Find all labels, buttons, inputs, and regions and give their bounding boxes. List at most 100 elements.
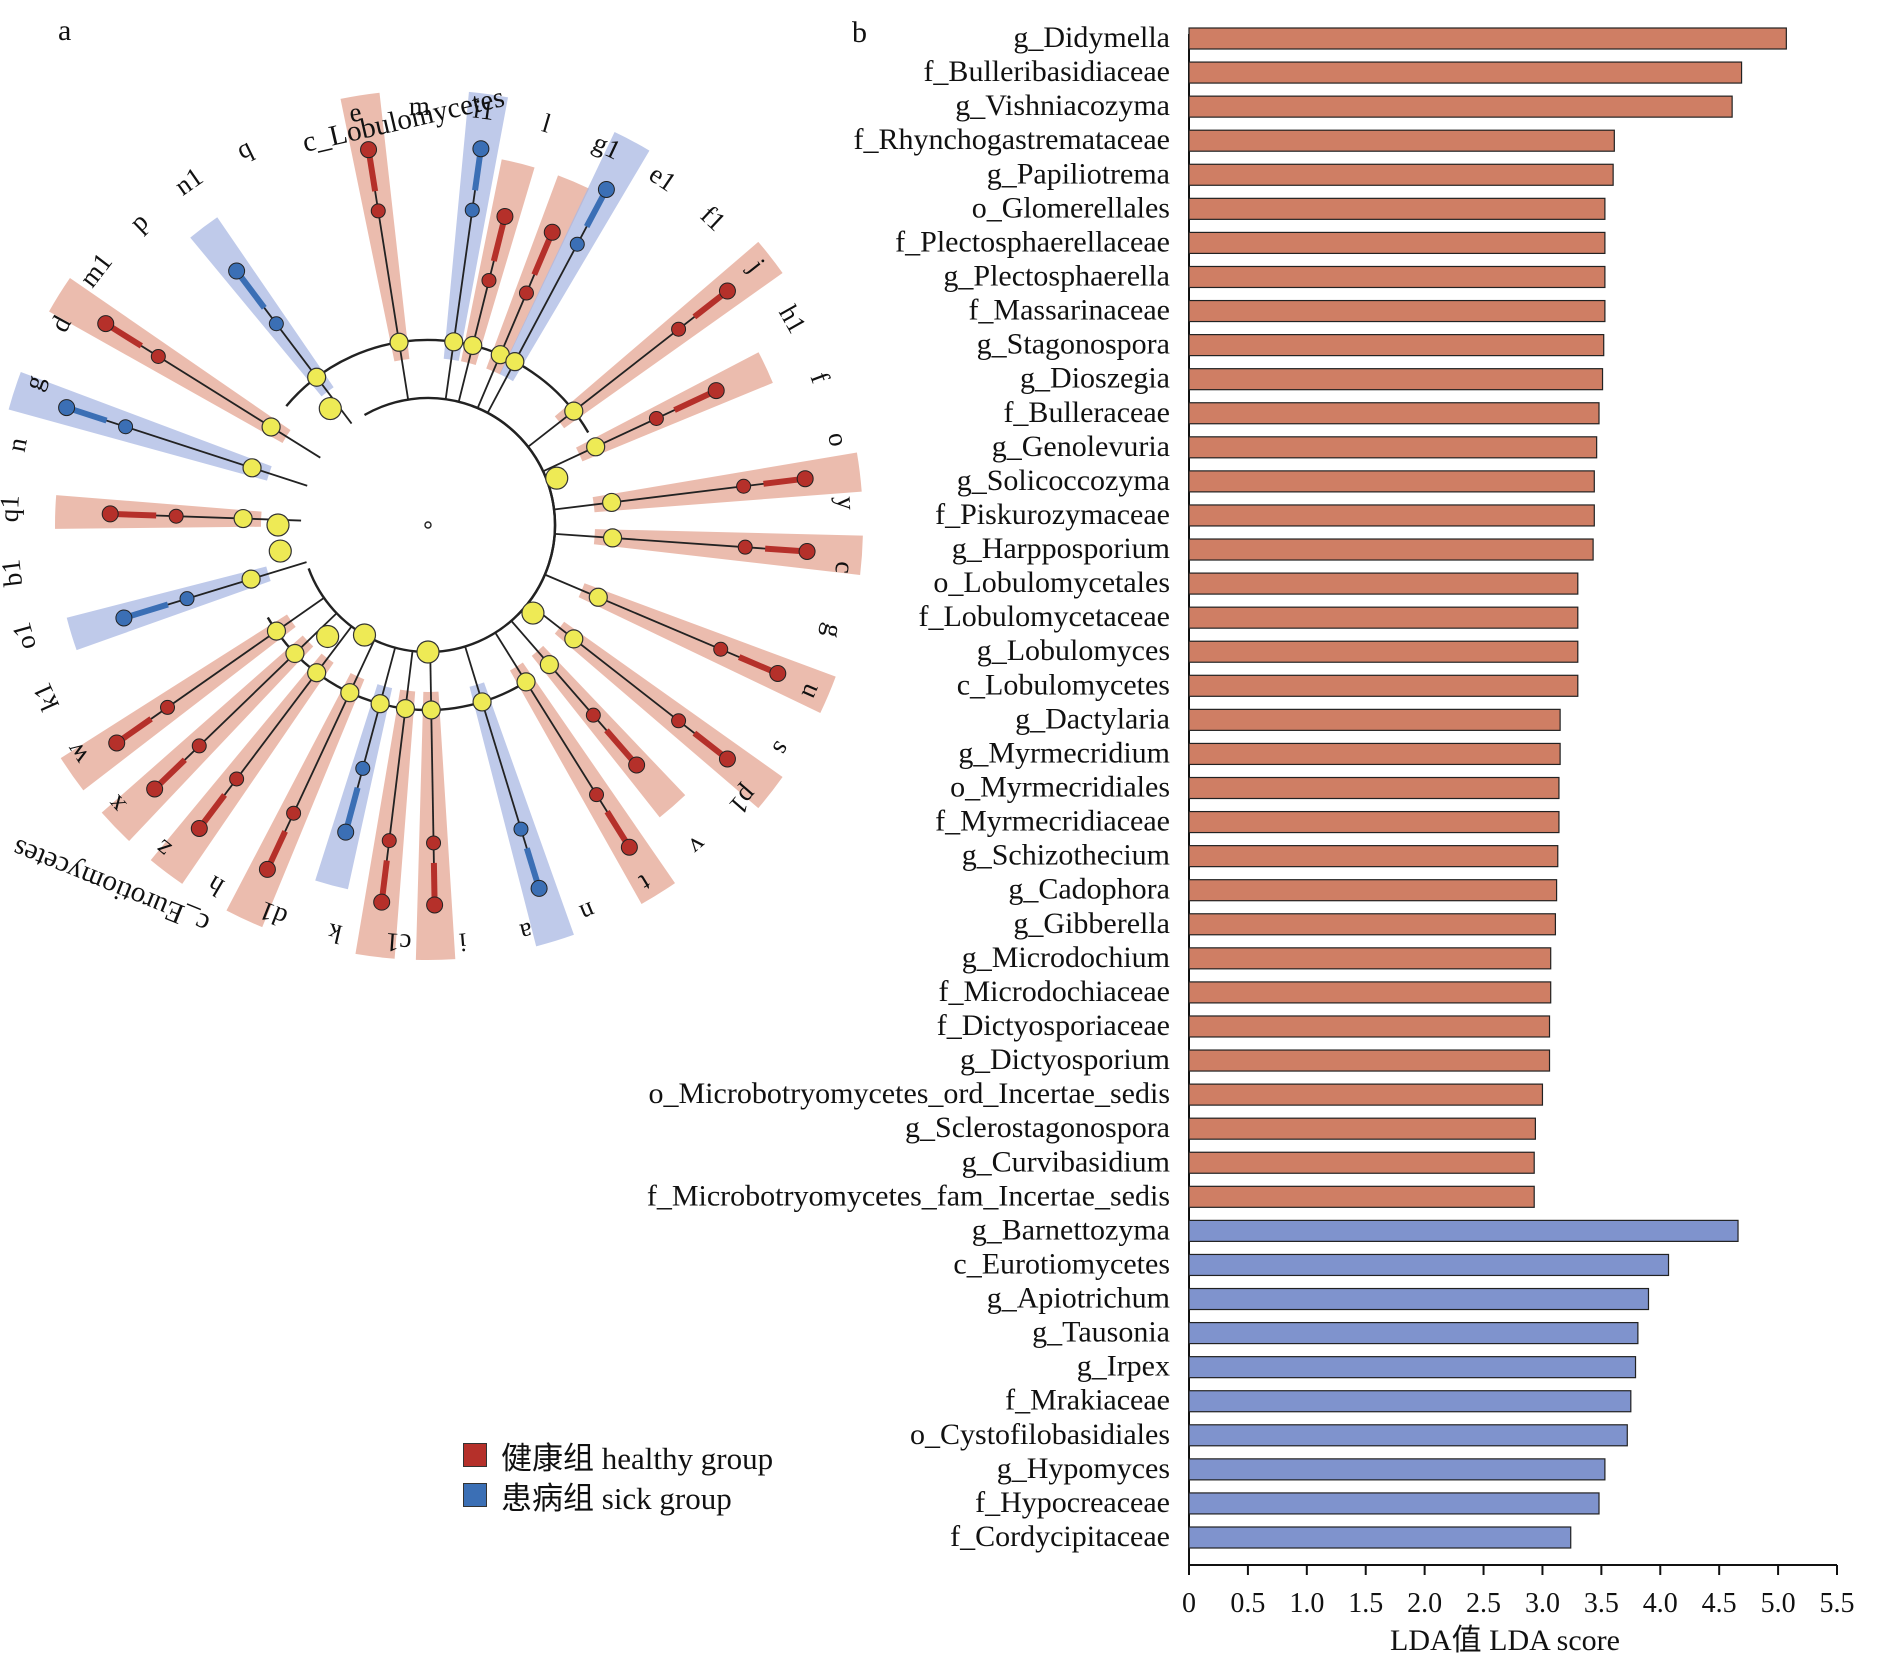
tree-node-healthy (101, 505, 119, 523)
clade-edge (553, 477, 806, 511)
tree-node (545, 466, 569, 490)
tree-node-healthy (718, 282, 736, 300)
chart-category-labels: g_Didymellaf_Bulleribasidiaceaeg_Vishnia… (647, 21, 1170, 1553)
bar-category-label: g_Vishniacozyma (955, 89, 1170, 122)
x-tick-label: 1.0 (1289, 1588, 1324, 1619)
lda-bar-chart: g_Didymellaf_Bulleribasidiaceaeg_Vishnia… (647, 21, 1855, 1657)
tree-node (316, 624, 340, 649)
tree-node-sick (58, 399, 76, 417)
bar (1188, 436, 1598, 459)
bar (1188, 913, 1557, 936)
tree-node-healthy (769, 664, 787, 682)
clade-letter: q (232, 132, 258, 165)
bar (1188, 197, 1606, 220)
clade-highlight (315, 684, 393, 890)
bar (1188, 231, 1606, 255)
tree-node-healthy (381, 833, 397, 849)
x-tick-label: 5.0 (1761, 1588, 1796, 1619)
tree-node-healthy (258, 860, 276, 878)
bar (1188, 129, 1615, 152)
tree-node (307, 663, 327, 683)
bar-category-label: g_Genolevuria (992, 430, 1170, 463)
clade-edge (494, 632, 631, 848)
bar-category-label: f_Mrakiaceae (1005, 1384, 1170, 1417)
tree-node (505, 352, 525, 372)
clade-highlight (461, 159, 535, 365)
bar-category-label: f_Plectosphaerellaceae (895, 225, 1170, 258)
bar (1188, 95, 1733, 118)
tree-node-sick (179, 591, 195, 607)
bar (1188, 1117, 1536, 1140)
tree-node-healthy (426, 835, 442, 851)
bar (1188, 1015, 1551, 1038)
tree-node (241, 569, 261, 589)
bar-category-label: o_Glomerellales (972, 191, 1170, 224)
tree-node-sick (337, 823, 355, 841)
clade-letter: b1 (0, 558, 28, 588)
tree-node (602, 492, 622, 513)
bar (1188, 1526, 1572, 1549)
bar (1188, 947, 1552, 970)
tree-node (261, 417, 281, 437)
panel-label-a: a (58, 14, 71, 47)
clade-letter: y (831, 496, 862, 512)
tree-node-healthy (713, 641, 729, 657)
bar (1188, 981, 1552, 1004)
tree-node-healthy (168, 508, 184, 524)
bar (1188, 879, 1558, 902)
bar (1188, 538, 1594, 561)
clade-highlight (592, 452, 862, 513)
bar (1188, 640, 1579, 663)
clade-letter: f1 (695, 200, 732, 237)
x-tick-label: 1.5 (1348, 1588, 1383, 1619)
bar (1188, 1390, 1632, 1413)
legend-label-healthy: 健康组 healthy group (501, 1440, 774, 1476)
clade-edge (154, 612, 338, 790)
bar-category-label: g_Sclerostagonospora (905, 1111, 1170, 1144)
bar (1188, 299, 1606, 323)
tree-node-healthy (160, 699, 176, 715)
tree-node-sick (530, 879, 548, 897)
clade-highlight (66, 566, 271, 651)
clade-edge (554, 532, 808, 553)
clade-letter: f (805, 368, 836, 387)
tree-node (463, 335, 483, 356)
clade-letter: i1 (471, 93, 496, 126)
bar (1188, 402, 1600, 425)
tree-node (586, 437, 606, 457)
clade-letter: l (539, 108, 555, 139)
bar-category-label: g_Plectosphaerella (943, 259, 1170, 292)
tree-node-healthy (108, 734, 126, 752)
clade-edge (380, 650, 414, 903)
tree-node-healthy (373, 893, 391, 911)
bar (1188, 1049, 1551, 1072)
bar-category-label: c_Eurotiomycetes (953, 1247, 1170, 1280)
bar-category-label: f_Myrmecridiaceae (935, 805, 1170, 838)
clade-letter: g (817, 621, 849, 642)
bar (1188, 1458, 1606, 1481)
clade-edge (464, 646, 540, 889)
bar (1188, 1424, 1628, 1447)
tree-node (539, 655, 559, 675)
tree-node (602, 528, 623, 548)
tree-node-healthy (190, 819, 208, 837)
tree-node-healthy (543, 223, 561, 241)
bar (1188, 1492, 1600, 1515)
bar-category-label: g_Stagonospora (977, 328, 1170, 361)
bar-category-label: g_Apiotrichum (987, 1282, 1170, 1315)
clade-letter: o (822, 430, 854, 449)
bar (1188, 572, 1579, 595)
tree-node-healthy (518, 285, 534, 301)
tree-node-sick (513, 821, 529, 837)
bar-category-label: f_Microbotryomycetes_fam_Incertae_sedis (647, 1179, 1170, 1212)
bar-category-label: g_Cadophora (1008, 873, 1170, 906)
tree-node-healthy (718, 750, 736, 768)
tree-node-sick (464, 202, 480, 218)
tree-node-healthy (671, 713, 687, 729)
tree-node-healthy (97, 315, 115, 333)
tree-node (416, 640, 440, 664)
bar (1188, 1185, 1535, 1208)
panel-label-b: b (852, 16, 867, 49)
bar-category-label: g_Didymella (1013, 21, 1170, 54)
